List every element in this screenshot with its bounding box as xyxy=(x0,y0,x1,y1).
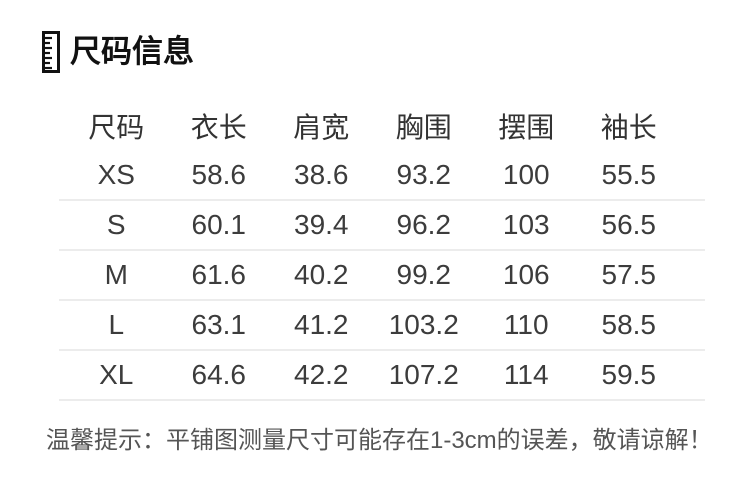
table-cell: 103.2 xyxy=(388,309,459,340)
table-cell: 100 xyxy=(502,159,550,190)
column-header-size: 尺码 xyxy=(88,112,145,143)
table-row-l: L 63.1 41.2 103.2 110 58.5 xyxy=(59,301,705,351)
table-cell: 114 xyxy=(503,359,549,390)
table-cell: 38.6 xyxy=(294,159,349,190)
table-cell: 40.2 xyxy=(294,259,349,290)
table-cell: 61.6 xyxy=(191,259,247,290)
table-cell: XS xyxy=(97,159,135,190)
table-cell: 106 xyxy=(502,259,550,290)
footer-note: 温馨提示：平铺图测量尺寸可能存在1-3cm的误差，敬请谅解！ xyxy=(46,427,713,454)
table-row-s: S 60.1 39.4 96.2 103 56.5 xyxy=(59,201,705,251)
column-header-hem: 摆围 xyxy=(498,112,555,143)
table-cell: 107.2 xyxy=(388,359,459,390)
table-cell: L xyxy=(108,309,125,340)
table-cell: 39.4 xyxy=(294,209,349,240)
table-cell: 42.2 xyxy=(294,359,349,390)
table-cell: 103 xyxy=(502,209,550,240)
table-cell: 41.2 xyxy=(294,309,349,340)
column-header-bust: 胸围 xyxy=(395,112,452,143)
table-cell: 59.5 xyxy=(601,359,657,390)
column-header-length: 衣长 xyxy=(190,112,247,143)
table-cell: 63.1 xyxy=(191,309,247,340)
table-row-m: M 61.6 40.2 99.2 106 57.5 xyxy=(59,251,705,301)
table-cell: 58.5 xyxy=(601,309,657,340)
table-cell: S xyxy=(106,209,126,240)
table-row-xl: XL 64.6 42.2 107.2 114 59.5 xyxy=(59,351,705,401)
table-cell: 96.2 xyxy=(396,209,452,240)
table-cell: 55.5 xyxy=(601,159,657,190)
table-cell: 56.5 xyxy=(601,209,657,240)
table-cell: 99.2 xyxy=(396,259,452,290)
table-row-xs: XS 58.6 38.6 93.2 100 55.5 xyxy=(59,151,705,201)
table-cell: 60.1 xyxy=(191,209,247,240)
ruler-icon xyxy=(42,31,60,73)
table-cell: M xyxy=(104,259,128,290)
table-cell: 64.6 xyxy=(191,359,247,390)
table-cell: XL xyxy=(99,359,134,390)
section-header: 尺码信息 xyxy=(42,31,194,73)
table-header-row: 尺码 衣长 肩宽 胸围 摆围 袖长 xyxy=(59,101,705,151)
table-cell: 93.2 xyxy=(396,159,452,190)
table-cell: 110 xyxy=(503,309,549,340)
table-cell: 57.5 xyxy=(601,259,657,290)
table-cell: 58.6 xyxy=(191,159,247,190)
size-table: 尺码 衣长 肩宽 胸围 摆围 袖长 XS 58.6 38.6 93.2 100 … xyxy=(59,101,705,401)
column-header-shoulder: 肩宽 xyxy=(293,112,350,143)
column-header-sleeve: 袖长 xyxy=(600,112,657,143)
section-title: 尺码信息 xyxy=(70,34,194,69)
